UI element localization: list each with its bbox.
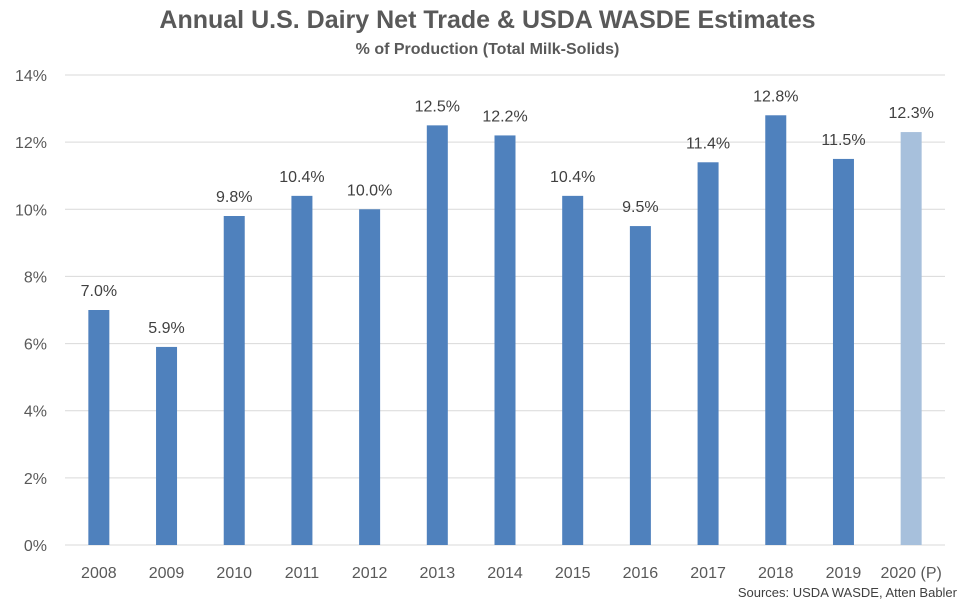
data-label: 9.5% <box>622 199 658 216</box>
bar <box>900 132 922 546</box>
x-tick-label: 2008 <box>81 565 117 582</box>
x-tick-label: 2020 (P) <box>880 565 941 582</box>
source-note: Sources: USDA WASDE, Atten Babler <box>737 585 957 600</box>
data-label: 5.9% <box>148 320 184 337</box>
chart-title: Annual U.S. Dairy Net Trade & USDA WASDE… <box>159 6 816 34</box>
y-tick-label: 10% <box>15 202 47 219</box>
x-tick-label: 2013 <box>420 565 456 582</box>
bar <box>562 195 584 545</box>
x-tick-label: 2009 <box>149 565 185 582</box>
bar <box>765 115 787 546</box>
bar <box>88 310 110 545</box>
bar <box>629 226 651 546</box>
data-label: 11.4% <box>686 135 730 152</box>
y-tick-label: 12% <box>15 135 47 152</box>
bar <box>359 209 381 546</box>
data-label: 7.0% <box>81 283 117 300</box>
data-label: 11.5% <box>821 132 865 149</box>
x-tick-label: 2011 <box>285 565 320 582</box>
data-label: 12.3% <box>888 105 933 122</box>
y-tick-label: 8% <box>24 269 47 286</box>
x-tick-label: 2019 <box>826 565 862 582</box>
data-label: 10.4% <box>279 169 324 186</box>
y-axis-ticks: 0% 2% 4% 6% 8% 10% 12% 14% <box>15 68 47 555</box>
y-tick-label: 14% <box>15 68 47 85</box>
x-axis-ticks: 2008 2009 2010 2011 2012 2013 2014 2015 2016 2017… <box>81 565 942 582</box>
x-tick-label: 2012 <box>352 565 388 582</box>
y-tick-label: 0% <box>24 538 47 555</box>
bar <box>832 158 854 545</box>
x-tick-label: 2014 <box>487 565 523 582</box>
bar <box>223 216 245 545</box>
bar <box>426 125 448 545</box>
data-label: 12.8% <box>753 88 798 105</box>
data-labels: 7.0% 5.9% 9.8% 10.4% 10.0% 12.5% 12.2% 10.4% 9.5… <box>81 88 934 337</box>
data-label: 12.2% <box>482 108 527 125</box>
bar <box>291 195 313 545</box>
y-tick-label: 2% <box>24 471 47 488</box>
chart-subtitle: % of Production (Total Milk-Solids) <box>355 41 620 58</box>
x-tick-label: 2015 <box>555 565 591 582</box>
bar <box>697 162 719 546</box>
x-tick-label: 2018 <box>758 565 794 582</box>
x-tick-label: 2010 <box>216 565 252 582</box>
data-label: 10.0% <box>347 182 392 199</box>
bars <box>88 115 922 546</box>
bar <box>156 346 178 545</box>
data-label: 9.8% <box>216 189 252 206</box>
data-label: 10.4% <box>550 169 595 186</box>
y-tick-label: 4% <box>24 404 47 421</box>
bar <box>494 135 516 545</box>
y-tick-label: 6% <box>24 337 47 354</box>
x-tick-label: 2017 <box>690 565 726 582</box>
x-tick-label: 2016 <box>623 565 659 582</box>
data-label: 12.5% <box>415 98 460 115</box>
